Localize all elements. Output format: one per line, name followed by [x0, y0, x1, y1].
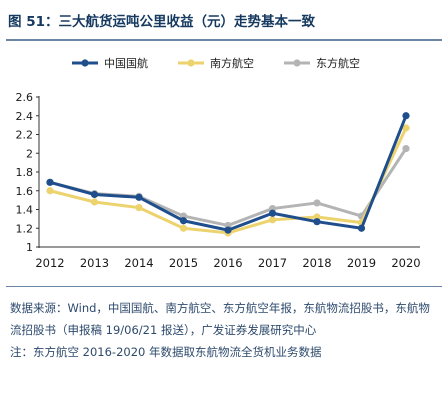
top-rule: [6, 39, 442, 41]
legend-marker-2: [187, 59, 195, 67]
x-tick-label-5: 2016: [213, 256, 242, 270]
legend-label-3: 东方航空: [316, 56, 360, 70]
series-1-point-5: [224, 226, 232, 234]
series-1-point-1: [46, 178, 54, 186]
notes-block: 数据来源：Wind，中国国航、南方航空、东方航空年报，东航物流招股书，东航物流招…: [10, 297, 440, 363]
legend-marker-3: [293, 59, 301, 67]
series-3-point-7: [313, 199, 321, 207]
series-2-point-3: [135, 204, 143, 212]
legend-label-2: 南方航空: [210, 56, 254, 70]
legend-label-1: 中国国航: [104, 56, 148, 70]
series-line-3: [48, 147, 408, 227]
y-tick-label-9: 2.6: [16, 91, 34, 104]
series-2-point-2: [90, 198, 99, 206]
source-note: 数据来源：Wind，中国国航、南方航空、东方航空年报，东航物流招股书，东航物流招…: [10, 301, 430, 337]
x-tick-label-9: 2020: [391, 256, 420, 270]
y-tick-label-4: 1.6: [16, 185, 34, 198]
series-2-point-1: [46, 187, 54, 195]
series-2-point-9: [402, 124, 410, 132]
x-tick-label-4: 2015: [169, 256, 198, 270]
x-tick-label-7: 2018: [302, 256, 331, 270]
series-1-point-9: [402, 112, 410, 120]
series-1-point-4: [179, 217, 188, 225]
x-tick-label-2: 2013: [80, 256, 109, 270]
series-1-point-6: [268, 209, 277, 217]
y-tick-label-5: 1.8: [16, 166, 34, 179]
y-tick-label-7: 2.2: [16, 129, 34, 142]
line-chart: 中国国航 南方航空 东方航空 1 1.2 1.4 1.6 1.8 2 2.2 2.4 2.6 2012 2…: [16, 56, 421, 270]
figure-title: 图 51：三大航货运吨公里收益（元）走势基本一致: [8, 14, 315, 30]
y-tick-label-3: 1.4: [16, 204, 34, 217]
x-tick-label-3: 2014: [124, 256, 153, 270]
y-tick-label-8: 2.4: [16, 110, 34, 123]
bottom-rule: [6, 286, 442, 287]
x-tick-label-8: 2019: [347, 256, 376, 270]
y-tick-label-1: 1: [26, 241, 33, 254]
series-2-point-4: [179, 224, 188, 232]
series-line-2: [48, 126, 408, 235]
y-tick-label-6: 2: [26, 147, 33, 160]
series-1-point-7: [313, 218, 321, 226]
series-1-point-8: [357, 224, 366, 232]
legend-marker-1: [81, 59, 89, 67]
footnote: 注：东方航空 2016-2020 年数据取东航物流全货机业务数据: [10, 345, 322, 359]
x-tick-label-1: 2012: [35, 256, 64, 270]
x-tick-label-6: 2017: [258, 256, 287, 270]
series-3-point-9: [402, 144, 410, 153]
series-1-point-2: [90, 190, 99, 199]
series-2-point-6: [268, 216, 277, 224]
y-tick-label-2: 1.2: [16, 222, 34, 235]
series-1-point-3: [135, 193, 143, 201]
